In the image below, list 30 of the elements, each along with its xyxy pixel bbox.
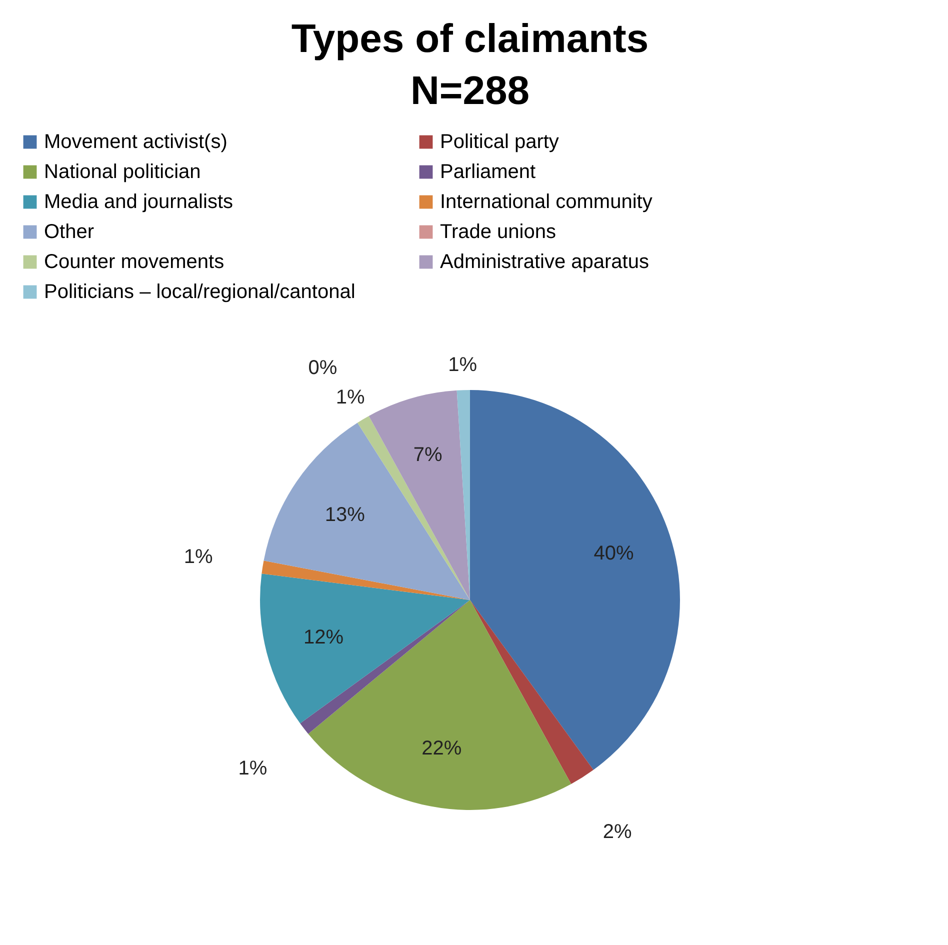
legend-label: National politician: [44, 161, 201, 183]
data-label: 1%: [336, 386, 366, 409]
legend-label: Parliament: [440, 161, 536, 183]
legend-label: Political party: [440, 131, 559, 153]
data-label: 12%: [304, 626, 344, 649]
pie-slice: [300, 600, 470, 734]
pie-slice: [470, 390, 680, 770]
chart-title: Types of claimants N=288: [291, 17, 649, 113]
legend-label: Politicians – local/regional/cantonal: [44, 281, 356, 303]
data-label: 40%: [594, 542, 634, 564]
legend-label: Movement activist(s): [44, 131, 228, 153]
pie-slice: [262, 560, 470, 600]
pie-slice: [368, 390, 470, 600]
data-label: 1%: [448, 354, 478, 376]
pie-slice: [470, 600, 594, 784]
data-label: 1%: [184, 546, 214, 568]
data-label: 1%: [238, 758, 268, 780]
pie-slice: [260, 574, 470, 724]
data-label: 13%: [324, 504, 366, 526]
legend-label: Trade unions: [440, 221, 556, 243]
data-label: 22%: [422, 738, 462, 760]
legend-label: Administrative aparatus: [440, 251, 649, 273]
pie-slice: [264, 422, 470, 600]
text: 0%: [308, 356, 338, 379]
legend-label: Media and journalists: [44, 191, 233, 213]
legend-label: International community: [440, 191, 652, 213]
legend-label: Counter movements: [44, 251, 224, 273]
legend-label: Other: [44, 221, 94, 243]
data-label: 7%: [413, 444, 442, 466]
data-label: 2%: [602, 821, 632, 844]
